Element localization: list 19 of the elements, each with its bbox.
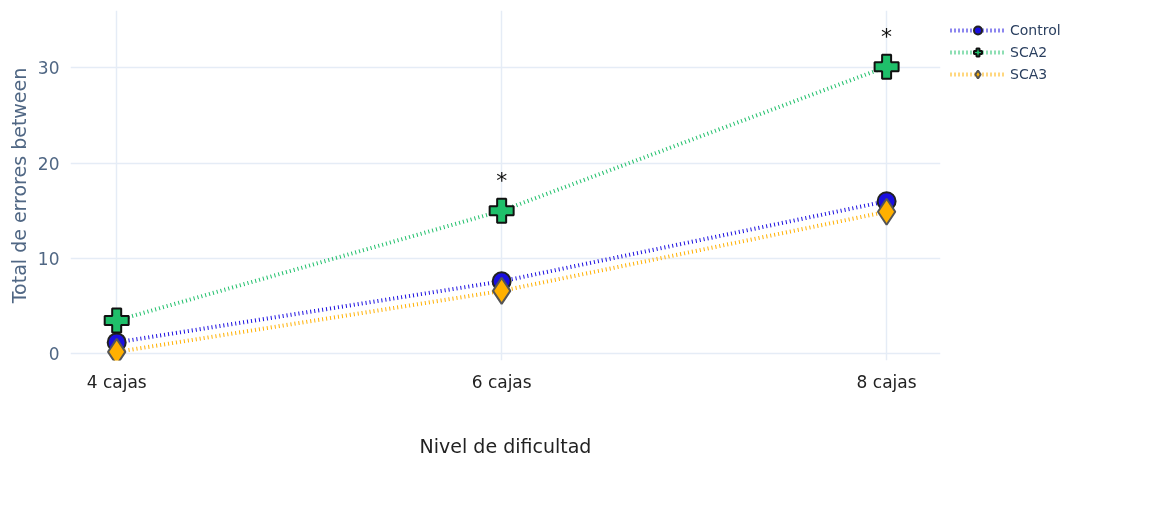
annotation: * (496, 167, 508, 193)
annotation: * (881, 23, 893, 49)
legend-label: SCA3 (1010, 66, 1048, 82)
x-tick-label: 8 cajas (856, 371, 917, 392)
x-axis-title: Nivel de dificultad (419, 434, 592, 457)
y-tick-label: 10 (37, 248, 60, 269)
point (873, 53, 900, 80)
point (876, 197, 897, 226)
legend-label: Control (1010, 22, 1061, 38)
point (491, 276, 512, 305)
y-tick-label: 30 (37, 58, 60, 79)
y-tick-label: 20 (37, 153, 60, 174)
point (488, 197, 515, 224)
legend-label: SCA2 (1010, 44, 1048, 60)
y-tick-label: 0 (48, 344, 60, 365)
x-tick-label: 6 cajas (471, 371, 532, 392)
y-axis-title: Total de errores between (7, 67, 30, 305)
x-tick-label: 4 cajas (86, 371, 147, 392)
point (103, 307, 130, 334)
